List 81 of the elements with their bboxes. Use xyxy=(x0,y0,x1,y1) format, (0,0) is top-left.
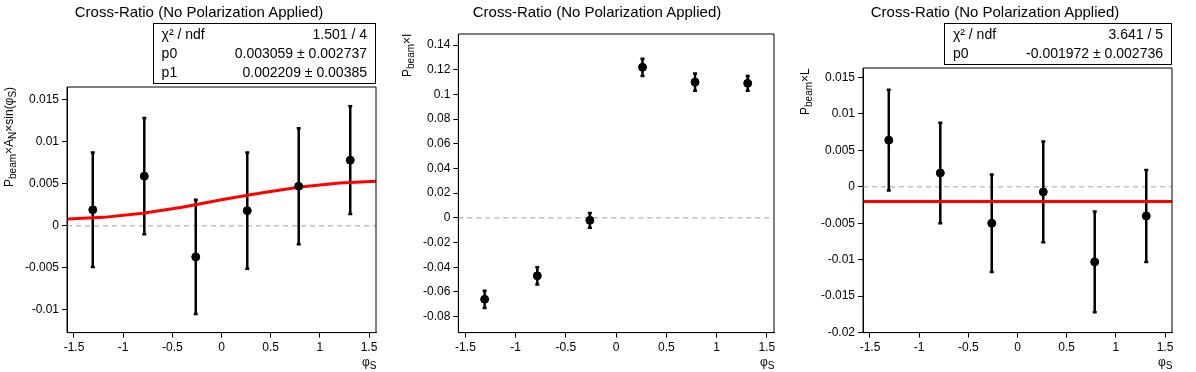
text: -0.001972 ± 0.002736 xyxy=(1026,44,1163,63)
y-tick-label: 0.015 xyxy=(28,91,60,106)
text: p1 xyxy=(161,63,179,82)
x-tick-label: -1.5 xyxy=(455,340,477,355)
x-tick-label: 0 xyxy=(218,340,226,355)
point xyxy=(242,206,252,216)
y-tick-label: 0.01 xyxy=(831,106,856,121)
point xyxy=(690,77,700,87)
point xyxy=(345,155,355,165)
chart-title: Cross-Ratio (No Polarization Applied) xyxy=(869,3,1121,20)
y-tick-label: 0.02 xyxy=(426,185,451,200)
x-tick-label: -1 xyxy=(510,340,522,355)
x-tick-label: 0 xyxy=(612,340,620,355)
x-tick-label: 1 xyxy=(1112,340,1120,355)
y-tick-label: -0.08 xyxy=(422,308,451,323)
x-axis-title: φ$_{S}$ xyxy=(362,354,377,371)
y-tick-label: -0.02 xyxy=(422,234,451,249)
text: p0 xyxy=(952,44,970,63)
point xyxy=(935,168,945,178)
y-tick-label: 0 xyxy=(52,218,60,233)
text: 3.641 / 5 xyxy=(1107,25,1163,44)
point xyxy=(191,252,201,262)
y-tick-label: 0.06 xyxy=(426,136,451,151)
x-tick-label: 1.5 xyxy=(360,340,378,355)
x-tick-label: 0 xyxy=(1014,340,1022,355)
y-tick-label: -0.04 xyxy=(422,259,451,274)
text: 0.003059 ± 0.002737 xyxy=(234,44,367,63)
chart-title: Cross-Ratio (No Polarization Applied) xyxy=(73,3,325,20)
text: 0.002209 ± 0.00385 xyxy=(241,63,367,82)
x-tick-label: -0.5 xyxy=(555,340,577,355)
x-axis-title: φ$_{S}$ xyxy=(1158,354,1173,371)
x-tick-label: -1 xyxy=(913,340,925,355)
point xyxy=(743,78,753,88)
y-tick-label: 0.015 xyxy=(824,69,856,84)
y-tick-label: -0.06 xyxy=(422,284,451,299)
point xyxy=(88,205,98,215)
x-tick-label: 0.5 xyxy=(262,340,280,355)
point xyxy=(1038,187,1048,197)
x-tick-label: 1 xyxy=(713,340,721,355)
x-tick-label: 1.5 xyxy=(758,340,776,355)
point xyxy=(139,171,149,181)
chart-title: Cross-Ratio (No Polarization Applied) xyxy=(471,3,723,20)
x-tick-label: -0.5 xyxy=(957,340,979,355)
y-tick-label: -0.005 xyxy=(820,215,856,230)
y-tick-label: 0.005 xyxy=(824,142,856,157)
x-tick-label: 1 xyxy=(316,340,324,355)
point xyxy=(532,271,542,281)
point xyxy=(585,215,595,225)
y-tick-label: 0.005 xyxy=(28,176,60,191)
y-tick-label: -0.01 xyxy=(827,252,856,267)
x-tick-label: 0.5 xyxy=(658,340,676,355)
x-axis-title: φ$_{S}$ xyxy=(760,354,775,371)
y-tick-label: 0.12 xyxy=(426,62,451,77)
x-tick-label: 1.5 xyxy=(1156,340,1174,355)
y-tick-label: -0.02 xyxy=(827,324,856,339)
point xyxy=(884,135,894,145)
text: χ² / ndf xyxy=(161,25,205,44)
x-tick-label: -1 xyxy=(117,340,129,355)
x-tick-label: 0.5 xyxy=(1058,340,1076,355)
y-tick-label: -0.01 xyxy=(31,302,60,317)
y-tick-label: 0.14 xyxy=(426,37,451,52)
point xyxy=(987,218,997,228)
x-tick-label: -0.5 xyxy=(161,340,183,355)
y-tick-label: -0.005 xyxy=(24,260,60,275)
y-tick-label: 0.1 xyxy=(433,86,451,101)
y-tick-label: 0 xyxy=(443,210,451,225)
y-tick-label: 0.04 xyxy=(426,160,451,175)
point xyxy=(1090,257,1100,267)
point xyxy=(638,62,647,72)
x-tick-label: -1.5 xyxy=(63,340,85,355)
y-tick-label: 0.01 xyxy=(35,133,60,148)
point xyxy=(294,181,304,191)
y-tick-label: 0.08 xyxy=(426,111,451,126)
text: χ² / ndf xyxy=(952,25,997,44)
y-tick-label: -0.015 xyxy=(820,288,856,303)
point xyxy=(480,294,490,304)
x-tick-label: -1.5 xyxy=(859,340,881,355)
text: p0 xyxy=(161,44,179,63)
point xyxy=(1141,211,1151,221)
y-tick-label: 0 xyxy=(848,179,856,194)
text: 1.501 / 4 xyxy=(311,25,367,44)
